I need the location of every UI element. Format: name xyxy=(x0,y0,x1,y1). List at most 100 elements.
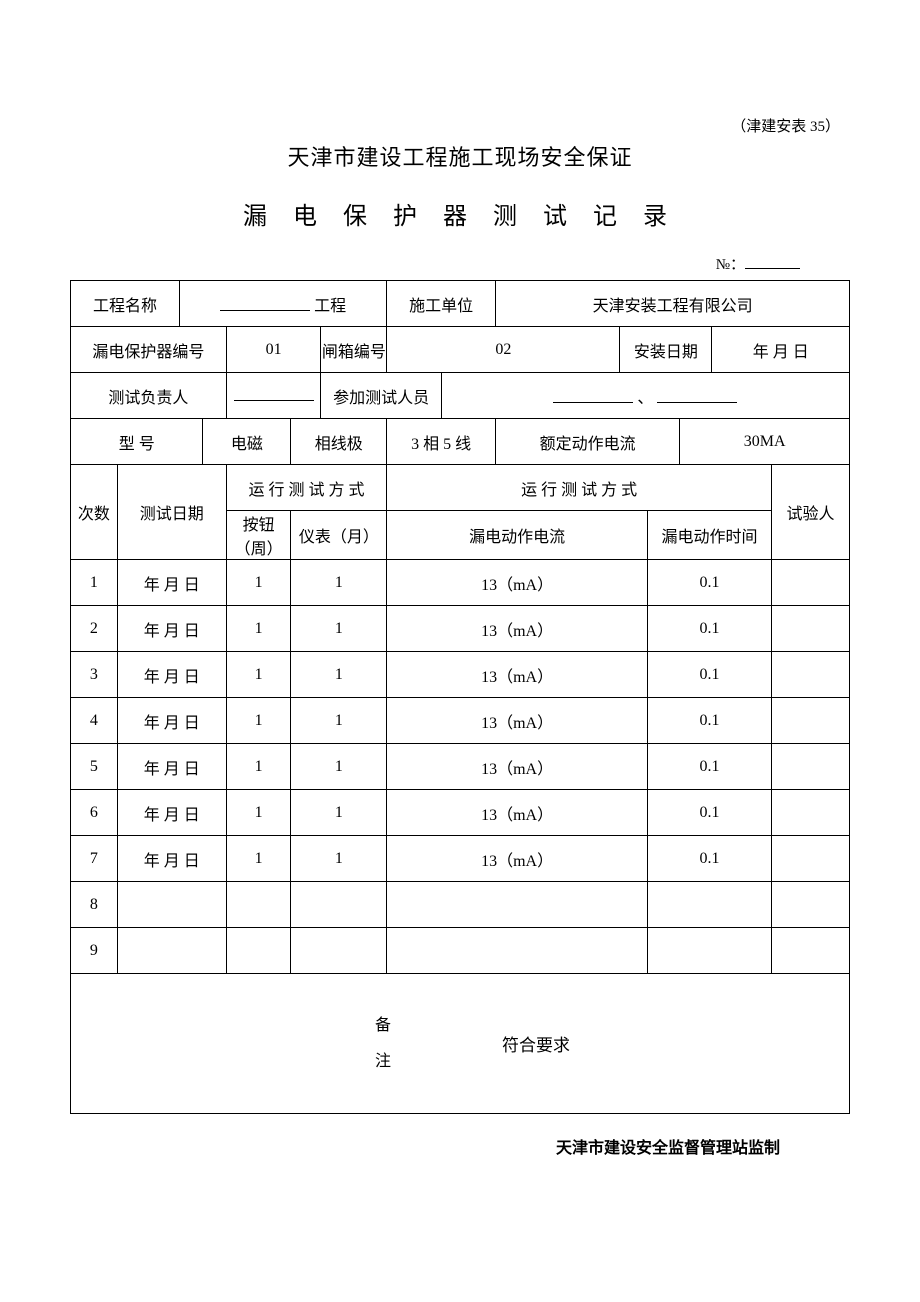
cell-cur: 13（mA） xyxy=(387,744,648,790)
col-btn-week: 按钮（周） xyxy=(226,511,291,560)
col-count: 次数 xyxy=(71,465,118,560)
cell-n: 4 xyxy=(71,698,118,744)
cell-btn: 1 xyxy=(226,652,291,698)
cell-time: 0.1 xyxy=(647,606,771,652)
cell-btn: 1 xyxy=(226,560,291,606)
col-group-mode-2: 运 行 测 试 方 式 xyxy=(387,465,772,511)
cell-n: 5 xyxy=(71,744,118,790)
col-leak-current: 漏电动作电流 xyxy=(387,511,648,560)
cell-cur: 13（mA） xyxy=(387,560,648,606)
cell-date: 年 月 日 xyxy=(117,790,226,836)
cell-date[interactable] xyxy=(117,928,226,974)
install-date-value: 年 月 日 xyxy=(712,327,850,373)
cell-meter[interactable] xyxy=(291,882,387,928)
label-phase-pole: 相线极 xyxy=(291,419,387,465)
label-construction-unit: 施工单位 xyxy=(387,281,496,327)
remarks-label: 备注 xyxy=(368,1008,398,1078)
cell-n: 3 xyxy=(71,652,118,698)
table-row: 4 年 月 日 1 1 13（mA） 0.1 xyxy=(71,698,850,744)
project-name-field[interactable]: 工程 xyxy=(180,281,387,327)
number-field[interactable] xyxy=(745,254,800,269)
label-rated-current: 额定动作电流 xyxy=(496,419,680,465)
cell-tester[interactable] xyxy=(772,606,850,652)
cell-date: 年 月 日 xyxy=(117,652,226,698)
form-table: 工程名称 工程 施工单位 天津安装工程有限公司 漏电保护器编号 01 闸箱编号 … xyxy=(70,280,850,1114)
cell-n: 6 xyxy=(71,790,118,836)
footer-issuer: 天津市建设安全监督管理站监制 xyxy=(70,1134,850,1158)
cell-btn[interactable] xyxy=(226,882,291,928)
cell-tester[interactable] xyxy=(772,698,850,744)
cell-tester[interactable] xyxy=(772,744,850,790)
phase-pole-value: 3 相 5 线 xyxy=(387,419,496,465)
label-protector-no: 漏电保护器编号 xyxy=(71,327,227,373)
cell-btn: 1 xyxy=(226,790,291,836)
cell-btn: 1 xyxy=(226,836,291,882)
cell-btn[interactable] xyxy=(226,928,291,974)
test-lead-field[interactable] xyxy=(226,373,321,419)
cell-meter: 1 xyxy=(291,836,387,882)
table-row: 6 年 月 日 1 1 13（mA） 0.1 xyxy=(71,790,850,836)
cell-tester[interactable] xyxy=(772,836,850,882)
cell-time: 0.1 xyxy=(647,836,771,882)
col-meter-month: 仪表（月） xyxy=(291,511,387,560)
cell-tester[interactable] xyxy=(772,790,850,836)
cell-time[interactable] xyxy=(647,928,771,974)
model-value: 电磁 xyxy=(203,419,291,465)
cell-date[interactable] xyxy=(117,882,226,928)
cell-cur[interactable] xyxy=(387,882,648,928)
col-group-mode-1: 运 行 测 试 方 式 xyxy=(226,465,386,511)
cell-n: 1 xyxy=(71,560,118,606)
cell-n: 7 xyxy=(71,836,118,882)
cell-tester[interactable] xyxy=(772,652,850,698)
cell-tester[interactable] xyxy=(772,560,850,606)
cell-tester[interactable] xyxy=(772,882,850,928)
cell-date: 年 月 日 xyxy=(117,836,226,882)
cell-btn: 1 xyxy=(226,698,291,744)
cell-cur: 13（mA） xyxy=(387,652,648,698)
table-row: 9 xyxy=(71,928,850,974)
cell-date: 年 月 日 xyxy=(117,606,226,652)
cell-n: 9 xyxy=(71,928,118,974)
cell-n: 2 xyxy=(71,606,118,652)
cell-btn: 1 xyxy=(226,606,291,652)
col-tester: 试验人 xyxy=(772,465,850,560)
number-row: №： xyxy=(70,253,850,274)
table-row: 2 年 月 日 1 1 13（mA） 0.1 xyxy=(71,606,850,652)
cell-meter: 1 xyxy=(291,790,387,836)
cell-meter: 1 xyxy=(291,698,387,744)
col-test-date: 测试日期 xyxy=(117,465,226,560)
page-subtitle: 天津市建设工程施工现场安全保证 xyxy=(70,140,850,172)
cell-time: 0.1 xyxy=(647,744,771,790)
cell-meter: 1 xyxy=(291,606,387,652)
cell-meter: 1 xyxy=(291,652,387,698)
cell-cur: 13（mA） xyxy=(387,698,648,744)
label-participants: 参加测试人员 xyxy=(321,373,441,419)
table-row: 7 年 月 日 1 1 13（mA） 0.1 xyxy=(71,836,850,882)
label-test-lead: 测试负责人 xyxy=(71,373,227,419)
construction-unit-value: 天津安装工程有限公司 xyxy=(496,281,850,327)
box-no-value: 02 xyxy=(387,327,620,373)
cell-cur[interactable] xyxy=(387,928,648,974)
cell-cur: 13（mA） xyxy=(387,836,648,882)
cell-time: 0.1 xyxy=(647,790,771,836)
label-model: 型 号 xyxy=(71,419,203,465)
cell-date: 年 月 日 xyxy=(117,698,226,744)
remarks-text: 符合要求 xyxy=(502,1031,570,1056)
remarks-cell: 备注 符合要求 xyxy=(71,974,850,1114)
cell-time: 0.1 xyxy=(647,560,771,606)
cell-tester[interactable] xyxy=(772,928,850,974)
col-leak-time: 漏电动作时间 xyxy=(647,511,771,560)
cell-meter[interactable] xyxy=(291,928,387,974)
table-row: 3 年 月 日 1 1 13（mA） 0.1 xyxy=(71,652,850,698)
label-box-no: 闸箱编号 xyxy=(321,327,387,373)
rated-current-value: 30MA xyxy=(680,419,850,465)
table-row: 8 xyxy=(71,882,850,928)
cell-cur: 13（mA） xyxy=(387,606,648,652)
number-label: №： xyxy=(716,257,745,273)
table-row: 1 年 月 日 1 1 13（mA） 0.1 xyxy=(71,560,850,606)
cell-time[interactable] xyxy=(647,882,771,928)
cell-meter: 1 xyxy=(291,744,387,790)
cell-meter: 1 xyxy=(291,560,387,606)
participants-field[interactable]: 、 xyxy=(441,373,849,419)
cell-time: 0.1 xyxy=(647,698,771,744)
